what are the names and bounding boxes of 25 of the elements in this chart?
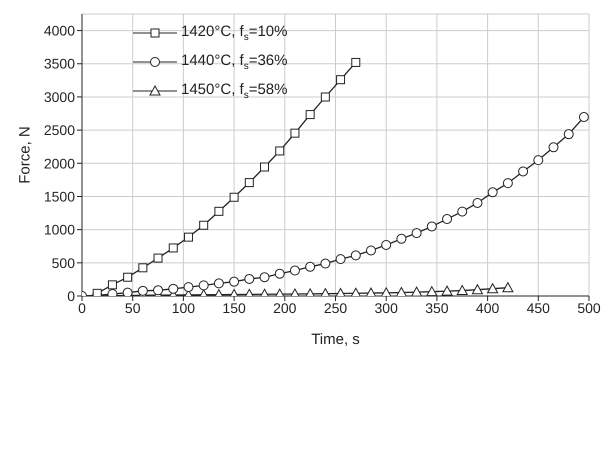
- y-tick-label: 500: [52, 254, 76, 271]
- x-tick-label: 300: [374, 300, 398, 316]
- y-tick-label: 1000: [44, 222, 76, 238]
- x-tick-label: 250: [324, 300, 348, 316]
- x-tick-label: 200: [273, 300, 297, 316]
- x-tick-label: 150: [222, 300, 246, 316]
- y-tick-label: 4000: [44, 22, 76, 39]
- x-tick-label: 100: [172, 300, 196, 316]
- x-tick-label: 500: [577, 300, 601, 316]
- legend-label: 1420°C, f$_{s}$=10%: [181, 22, 288, 42]
- y-axis-title: Force, N: [16, 126, 34, 184]
- y-tick-label: 3500: [44, 56, 76, 72]
- x-axis-title: Time, s: [311, 331, 360, 348]
- y-tick-label: 0: [67, 288, 76, 304]
- x-tick-label: 0: [78, 300, 86, 316]
- y-tick-label: 2500: [44, 122, 76, 138]
- y-tick-label: 2000: [44, 155, 76, 172]
- y-tick-label: 3000: [44, 88, 76, 105]
- legend-label: 1440°C, f$_{s}$=36%: [181, 52, 288, 72]
- legend-label: 1450°C, f$_{s}$=58%: [181, 80, 288, 100]
- x-tick-label: 400: [476, 300, 500, 316]
- x-tick-label: 450: [526, 300, 550, 316]
- x-tick-label: 350: [425, 300, 449, 316]
- x-tick-label: 50: [124, 300, 141, 316]
- y-tick-label: 1500: [44, 188, 76, 204]
